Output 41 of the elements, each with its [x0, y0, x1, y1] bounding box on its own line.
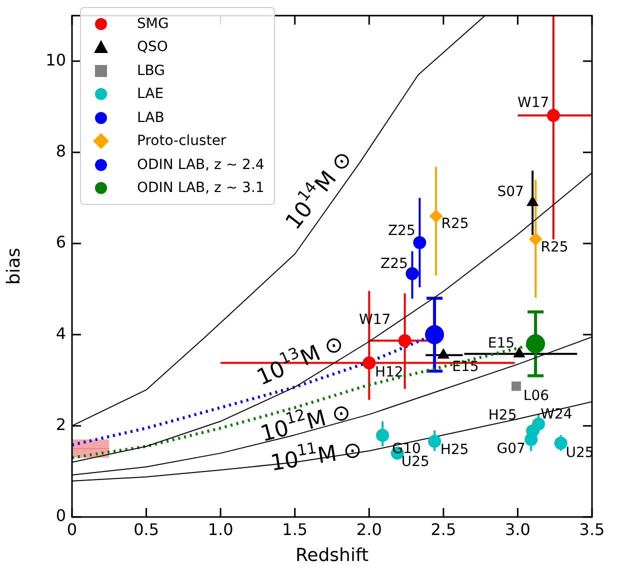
annotation: 1013M ⊙	[253, 330, 348, 391]
x-tick-label: 1.0	[208, 520, 234, 539]
annotation: R25	[540, 240, 568, 256]
annotation: Z25	[380, 256, 408, 272]
y-tick-label: 8	[56, 142, 66, 160]
x-tick-label: 3.0	[504, 520, 530, 539]
x-axis-title: Redshift	[295, 544, 369, 566]
legend-label: LBG	[137, 62, 166, 79]
annotation: L06	[523, 388, 550, 404]
legend-label: QSO	[137, 39, 168, 56]
y-tick-label: 2	[56, 414, 66, 434]
legend-label: ODIN LAB, z ~ 3.1	[137, 180, 264, 196]
x-tick-label: 0.5	[134, 520, 160, 539]
legend-label: LAE	[137, 86, 164, 102]
x-tick-label: 1.5	[282, 520, 308, 539]
y-tick-label: 4	[56, 324, 66, 343]
annotation: H25	[440, 442, 469, 458]
legend-label: ODIN LAB, z ~ 2.4	[137, 156, 264, 173]
y-axis-title: bias	[3, 248, 24, 285]
annotation: Z25	[388, 223, 416, 240]
annotation: W24	[540, 406, 572, 423]
annotation: H12	[374, 364, 404, 381]
annotation: H25	[488, 407, 517, 424]
annotation: R25	[441, 216, 469, 232]
annotation: W17	[518, 95, 550, 112]
y-tick-label: 0	[56, 506, 66, 526]
y-tick-label: 6	[56, 232, 66, 252]
annotation: 1014M ⊙	[281, 146, 358, 235]
annotation: E15	[488, 335, 515, 352]
annotation: E15	[452, 358, 479, 375]
legend-label: SMG	[137, 16, 169, 32]
x-tick-label: 3.5	[579, 520, 605, 539]
y-tick-label: 10	[46, 50, 66, 70]
x-tick-label: 2.0	[356, 520, 382, 539]
legend-label: Proto-cluster	[137, 133, 226, 150]
annotation: U25	[566, 444, 594, 461]
annotation: G07	[496, 441, 526, 458]
annotation: U25	[401, 454, 430, 470]
legend-label: LAB	[137, 110, 164, 126]
annotation: S07	[497, 184, 524, 200]
x-tick-label: 2.5	[430, 520, 456, 539]
